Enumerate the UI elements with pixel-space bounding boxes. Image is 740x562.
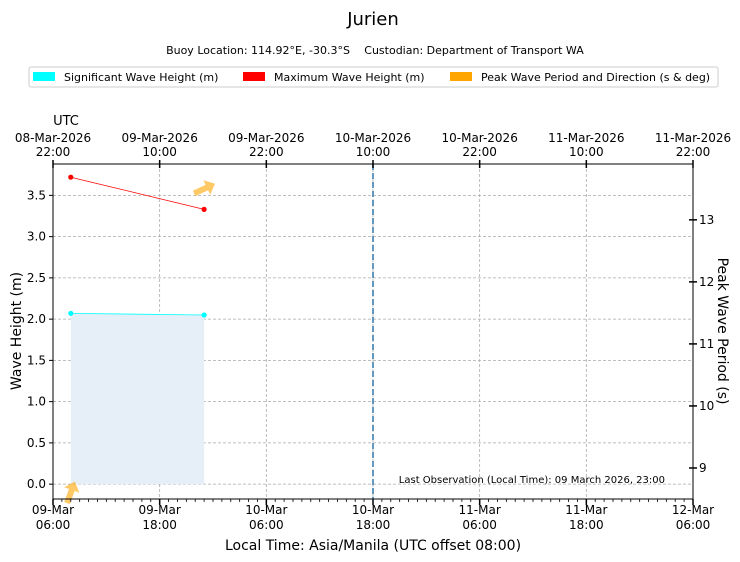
significant-wave-height-line xyxy=(70,312,205,316)
legend-frame xyxy=(28,66,719,88)
maximum-wave-height-point xyxy=(201,206,207,212)
x-tick-date: 10-Mar xyxy=(352,503,394,517)
x-tick-date: 11-Mar xyxy=(565,503,607,517)
y-right-tick-label: 10 xyxy=(699,399,714,413)
peak-direction-arrow-shape xyxy=(192,180,215,197)
x-tick-date: 09-Mar xyxy=(139,503,181,517)
top-tick-time: 10:00 xyxy=(142,145,177,159)
legend-swatch-maximum xyxy=(243,72,265,81)
y-right-tick-label: 12 xyxy=(699,275,714,289)
top-tick-time: 22:00 xyxy=(36,145,71,159)
buoy-location: Buoy Location: 114.92°E, -30.3°S xyxy=(166,44,350,57)
top-tick-date: 08-Mar-2026 xyxy=(15,131,91,145)
y-tick-label: 0.5 xyxy=(27,436,46,450)
legend-label-peak: Peak Wave Period and Direction (s & deg) xyxy=(481,71,710,84)
top-tick-time: 10:00 xyxy=(569,145,604,159)
y-tick-label: 3.5 xyxy=(27,188,46,202)
top-tick-time: 10:00 xyxy=(356,145,391,159)
top-tick-date: 11-Mar-2026 xyxy=(548,131,624,145)
legend-label-maximum: Maximum Wave Height (m) xyxy=(274,71,425,84)
top-tick-date: 10-Mar-2026 xyxy=(441,131,517,145)
y-right-tick-label: 9 xyxy=(699,461,707,475)
y-tick-label: 1.5 xyxy=(27,353,46,367)
top-tick-date: 09-Mar-2026 xyxy=(121,131,197,145)
x-tick-time: 18:00 xyxy=(569,518,604,532)
y-tick-label: 2.0 xyxy=(27,312,46,326)
top-tick-date: 10-Mar-2026 xyxy=(335,131,411,145)
x-tick-date: 12-Mar xyxy=(672,503,714,517)
y-tick-label: 0.0 xyxy=(27,477,46,491)
y-tick-label: 2.5 xyxy=(27,271,46,285)
x-tick-date: 09-Mar xyxy=(32,503,74,517)
y-right-tick-label: 13 xyxy=(699,213,714,227)
x-tick-time: 18:00 xyxy=(356,518,391,532)
x-tick-time: 06:00 xyxy=(462,518,497,532)
top-tick-time: 22:00 xyxy=(249,145,284,159)
y-tick-label: 1.0 xyxy=(27,395,46,409)
y-axis-title: Wave Height (m) xyxy=(9,272,25,390)
peak-direction-arrow xyxy=(192,180,215,197)
significant-wave-height-point xyxy=(68,310,74,316)
last-observation-note: Last Observation (Local Time): 09 March … xyxy=(399,475,665,486)
significant-wave-height-point xyxy=(201,312,207,318)
marks xyxy=(64,164,374,505)
maximum-wave-height-point xyxy=(68,174,74,180)
maximum-wave-height-line xyxy=(70,176,205,210)
y-tick-label: 3.0 xyxy=(27,230,46,244)
top-tick-time: 22:00 xyxy=(462,145,497,159)
x-tick-date: 10-Mar xyxy=(245,503,287,517)
x-tick-time: 18:00 xyxy=(142,518,177,532)
fill-layer xyxy=(70,313,205,485)
y-right-tick-label: 11 xyxy=(699,337,714,351)
legend: Significant Wave Height (m) Maximum Wave… xyxy=(28,66,719,88)
top-tick-date: 11-Mar-2026 xyxy=(655,131,731,145)
x-axis-title: Local Time: Asia/Manila (UTC offset 08:0… xyxy=(225,538,521,554)
y-axis-right-title: Peak Wave Period (s) xyxy=(714,258,730,405)
significant-wave-height-area xyxy=(70,313,205,485)
chart-title: Jurien xyxy=(346,9,399,30)
top-tick-date: 09-Mar-2026 xyxy=(228,131,304,145)
top-tick-time: 22:00 xyxy=(676,145,711,159)
top-axis-title: UTC xyxy=(53,114,79,129)
x-tick-time: 06:00 xyxy=(676,518,711,532)
legend-swatch-peak xyxy=(450,72,472,81)
x-tick-date: 11-Mar xyxy=(459,503,501,517)
axes: 0.00.51.01.52.02.53.03.591011121309-Mar0… xyxy=(15,131,731,532)
custodian: Custodian: Department of Transport WA xyxy=(364,44,584,57)
x-tick-time: 06:00 xyxy=(36,518,71,532)
peak-direction-arrow-shape xyxy=(64,481,80,505)
x-tick-time: 06:00 xyxy=(249,518,284,532)
peak-direction-arrow xyxy=(64,481,80,505)
legend-label-significant: Significant Wave Height (m) xyxy=(64,71,218,84)
legend-swatch-significant xyxy=(33,72,55,81)
